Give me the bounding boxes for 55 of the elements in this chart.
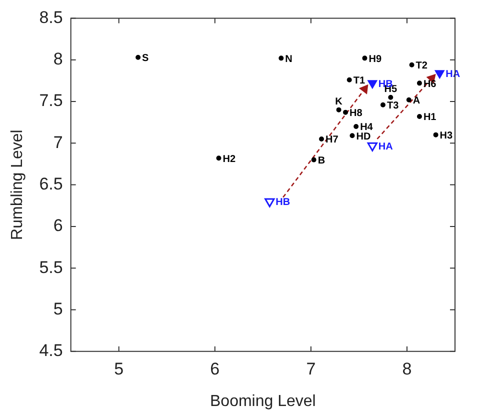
point bbox=[406, 97, 412, 102]
data-label: S bbox=[142, 53, 150, 64]
x-tick-label: 6 bbox=[210, 359, 220, 378]
point bbox=[388, 94, 394, 100]
point bbox=[434, 70, 444, 79]
data-label: B bbox=[318, 156, 326, 167]
point bbox=[380, 102, 386, 108]
point bbox=[368, 80, 378, 89]
data-label: A bbox=[412, 96, 420, 107]
data-label: H8 bbox=[350, 108, 363, 120]
data-label: H4 bbox=[360, 122, 374, 134]
data-label: H1 bbox=[423, 112, 437, 124]
y-tick-label: 5 bbox=[53, 299, 63, 318]
x-tick-label: 8 bbox=[402, 359, 412, 378]
data-label: T1 bbox=[353, 76, 366, 87]
point bbox=[336, 107, 342, 112]
point bbox=[311, 157, 316, 162]
data-label: N bbox=[285, 54, 292, 65]
point bbox=[216, 156, 222, 161]
data-label: T2 bbox=[416, 60, 428, 72]
data-label: HB bbox=[276, 197, 290, 208]
y-axis-title: Rumbling Level bbox=[9, 130, 26, 240]
point bbox=[354, 124, 359, 129]
data-label: K bbox=[335, 96, 344, 108]
y-tick-label: 8.5 bbox=[39, 8, 63, 27]
y-tick-label: 6.5 bbox=[39, 174, 63, 194]
data-label: H2 bbox=[222, 154, 236, 165]
point bbox=[367, 142, 378, 152]
point bbox=[362, 56, 368, 61]
data-label: HD bbox=[356, 131, 371, 142]
data-label: H7 bbox=[326, 134, 339, 146]
data-label: HA bbox=[378, 141, 393, 152]
y-tick-label: 5.5 bbox=[39, 258, 63, 277]
point bbox=[319, 136, 324, 142]
x-tick-label: 7 bbox=[306, 359, 316, 378]
point bbox=[264, 198, 275, 208]
point bbox=[409, 62, 414, 68]
y-tick-label: 4.5 bbox=[39, 341, 63, 360]
point bbox=[346, 77, 352, 82]
point bbox=[433, 132, 438, 138]
y-tick-label: 7 bbox=[53, 132, 63, 152]
point bbox=[343, 110, 348, 115]
point bbox=[416, 114, 422, 119]
data-label: T3 bbox=[386, 100, 400, 112]
x-tick-label: 5 bbox=[114, 359, 124, 378]
point bbox=[136, 54, 141, 60]
point bbox=[416, 80, 422, 86]
data-label: H3 bbox=[440, 130, 454, 142]
x-axis-title: Booming Level bbox=[210, 392, 316, 410]
point bbox=[350, 133, 355, 138]
data-label: H9 bbox=[368, 54, 382, 65]
y-tick-label: 7.5 bbox=[39, 91, 63, 110]
y-tick-label: 6 bbox=[53, 216, 63, 236]
y-tick-label: 8 bbox=[53, 50, 63, 69]
point bbox=[278, 56, 284, 61]
